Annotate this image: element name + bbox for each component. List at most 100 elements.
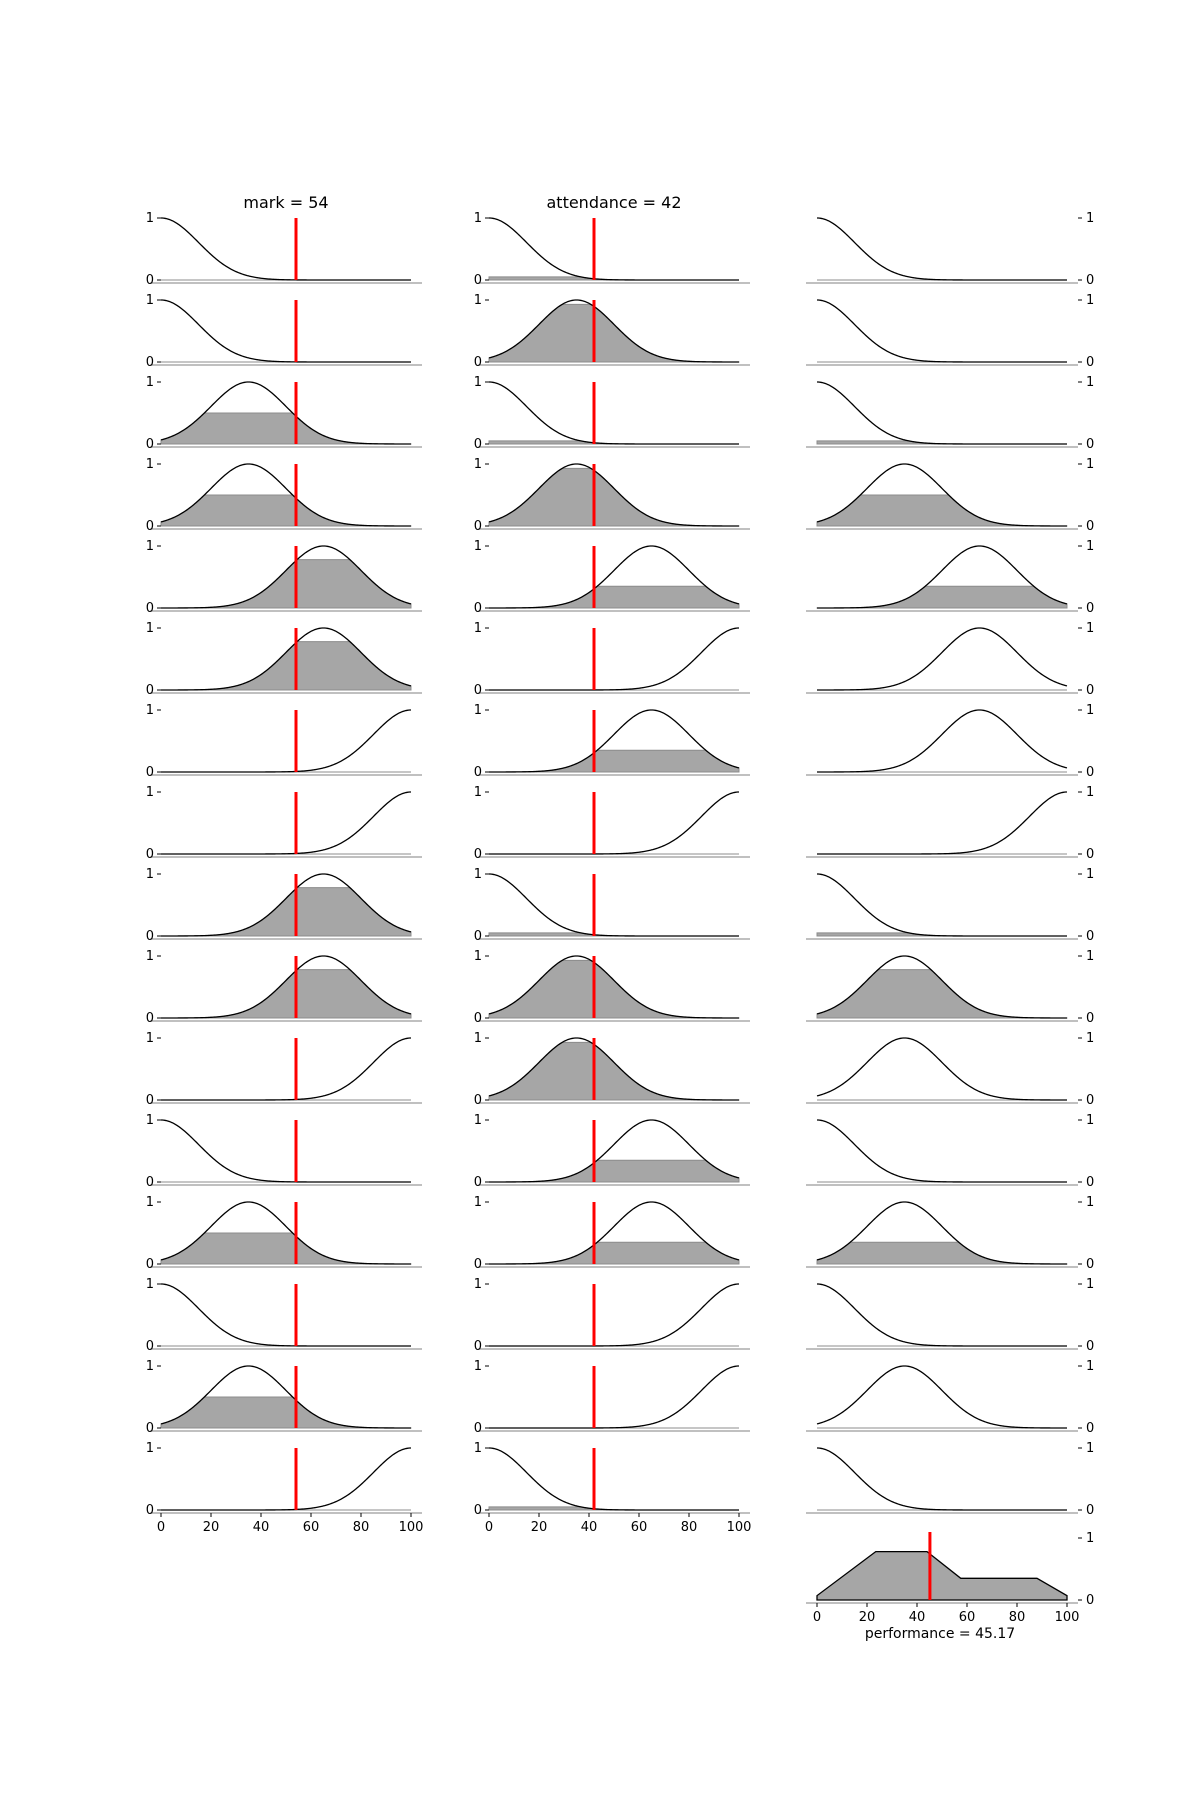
x-tick-label: 80 [1009,1610,1026,1625]
y-tick-label: 1 [474,785,482,800]
y-tick-label: 1 [474,1195,482,1210]
panel-c0-r15: 01 [146,1441,422,1518]
attendance-title: attendance = 42 [546,193,681,212]
y-tick-label: 0 [146,847,154,862]
y-tick-label: 0 [146,1175,154,1190]
y-tick-label: 1 [474,375,482,390]
y-tick-label: 1 [474,703,482,718]
panel-c0-r9: 01 [146,949,422,1026]
y-tick-label: 0 [146,1257,154,1272]
y-tick-label: 0 [1086,683,1094,698]
y-tick-label: 0 [474,1339,482,1354]
membership-fill [816,1241,1068,1265]
membership-fill [488,303,740,363]
y-tick-label: 1 [146,1441,154,1456]
performance-label: performance = 45.17 [865,1626,1015,1642]
membership-curve [816,1447,1067,1511]
y-tick-label: 0 [474,273,482,288]
panel-c2-r6: 01 [806,703,1094,780]
membership-curve [161,627,412,691]
y-tick-label: 0 [1086,765,1094,780]
x-tick-label: 20 [859,1610,876,1625]
membership-fill [488,1041,740,1101]
panel-c1-r15: 01 [474,1441,750,1518]
membership-curve [816,955,1067,1019]
x-tick-label: 60 [959,1610,976,1625]
y-tick-label: 1 [146,211,154,226]
x-tick-label: 100 [399,1520,424,1535]
panel-c2-r14: 01 [806,1359,1094,1436]
panel-c2-r3: 01 [806,457,1094,534]
y-tick-label: 0 [146,1503,154,1518]
y-tick-label: 0 [1086,1421,1094,1436]
x-tick-label: 0 [813,1610,821,1625]
y-tick-label: 0 [146,765,154,780]
y-tick-label: 1 [146,949,154,964]
membership-curve [489,1119,740,1183]
panel-c1-r6: 01 [474,703,750,780]
y-tick-label: 1 [474,1441,482,1456]
y-tick-label: 1 [474,1113,482,1128]
x-tick-label: 0 [485,1520,493,1535]
membership-curve [817,709,1068,773]
panel-c1-r10: 01 [474,1031,750,1108]
panel-c2-r13: 01 [806,1277,1094,1354]
y-tick-label: 1 [1086,539,1094,554]
y-tick-label: 0 [146,1339,154,1354]
membership-curve [489,791,740,855]
membership-curve [816,381,1067,445]
membership-curve [161,709,412,773]
y-tick-label: 0 [146,929,154,944]
panel-c0-r11: 01 [146,1113,422,1190]
panel-c0-r1: 01 [146,293,422,370]
y-tick-label: 0 [474,929,482,944]
panel-c1-r8: 01 [474,867,750,944]
panel-c0-r4: 01 [146,539,422,616]
membership-curve [489,709,740,773]
membership-curve [489,1201,740,1265]
x-tick-label: 20 [531,1520,548,1535]
membership-curve [160,381,411,445]
panel-c1-r7: 01 [474,785,750,862]
panel-c0-r2: 01 [146,375,422,452]
panel-c0-r12: 01 [146,1195,422,1272]
y-tick-label: 1 [1086,1359,1094,1374]
panel-c0-r0: 01 [146,211,422,288]
y-tick-label: 0 [474,683,482,698]
membership-curve [816,873,1067,937]
membership-curve [160,1365,411,1429]
x-tick-label: 80 [681,1520,698,1535]
membership-curve [489,1283,740,1347]
membership-curve [489,1365,740,1429]
membership-curve [816,1119,1067,1183]
y-tick-label: 1 [1086,949,1094,964]
x-tick-label: 0 [157,1520,165,1535]
x-tick-label: 100 [727,1520,752,1535]
y-tick-label: 0 [474,437,482,452]
x-tick-label: 60 [303,1520,320,1535]
y-tick-label: 0 [474,1257,482,1272]
membership-curve [488,1447,739,1511]
membership-curve [160,1201,411,1265]
y-tick-label: 0 [146,1011,154,1026]
membership-fill [488,749,740,773]
membership-curve [160,463,411,527]
membership-curve [489,627,740,691]
y-tick-label: 0 [474,355,482,370]
y-tick-label: 0 [1086,1257,1094,1272]
y-tick-label: 0 [474,519,482,534]
membership-fill [816,585,1068,609]
y-tick-label: 1 [1086,621,1094,636]
membership-curve [161,1037,412,1101]
y-tick-label: 0 [474,1093,482,1108]
y-tick-label: 1 [1086,211,1094,226]
membership-curve [816,299,1067,363]
panel-c2-r8: 01 [806,867,1094,944]
membership-curve [160,217,411,281]
x-tick-label: 60 [631,1520,648,1535]
y-tick-label: 1 [146,1031,154,1046]
panel-c1-r12: 01 [474,1195,750,1272]
y-tick-label: 1 [474,1031,482,1046]
